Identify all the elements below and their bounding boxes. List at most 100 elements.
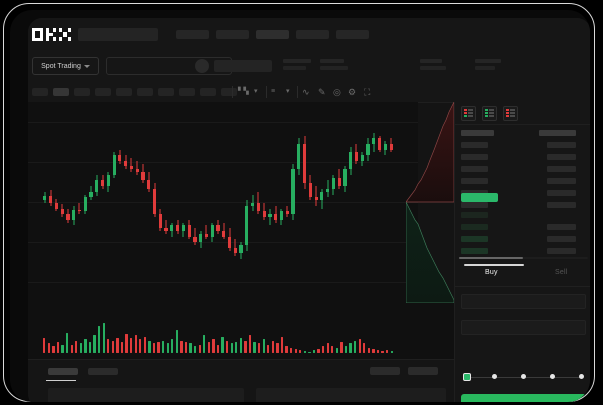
volume-bar: [294, 348, 297, 353]
orderbook-ask-row[interactable]: [461, 154, 488, 160]
volume-bar: [75, 340, 78, 353]
slider-handle[interactable]: [463, 373, 471, 381]
indicator-chevron-icon[interactable]: ▾: [286, 88, 290, 95]
trading-mode-select[interactable]: Spot Trading: [32, 57, 99, 75]
nav-item-5[interactable]: [336, 30, 369, 39]
timeframe-5[interactable]: [116, 88, 132, 96]
candle: [199, 102, 203, 303]
candle: [60, 102, 64, 303]
price-chart[interactable]: [28, 102, 418, 303]
candle-body: [164, 228, 168, 231]
timeframe-1[interactable]: [32, 88, 48, 96]
orderbook-buy-icon[interactable]: [482, 106, 497, 121]
candle-type-chevron-icon[interactable]: ▾: [254, 88, 258, 95]
orderbook-bid-row[interactable]: [461, 248, 488, 254]
timeframe-8[interactable]: [179, 88, 195, 96]
orderbook-ask-row[interactable]: [461, 142, 488, 148]
tab-sell[interactable]: Sell: [555, 269, 568, 276]
orderbook-both-icon[interactable]: [461, 106, 476, 121]
percent-slider[interactable]: [463, 373, 584, 381]
pair-name-placeholder: [214, 60, 272, 72]
nav-item-3[interactable]: [256, 30, 289, 39]
timeframe-7[interactable]: [158, 88, 174, 96]
orderbook-ask-row[interactable]: [547, 166, 576, 172]
candle: [112, 102, 116, 303]
orderbook-last-price-row[interactable]: [461, 193, 498, 202]
magnet-icon[interactable]: ◎: [333, 87, 341, 97]
pencil-icon[interactable]: ✎: [318, 87, 326, 97]
order-amount-field[interactable]: [461, 320, 586, 335]
candle-body: [77, 209, 82, 212]
volume-bar: [157, 342, 160, 353]
candle-body: [245, 205, 249, 245]
candle-type-icon[interactable]: ▘▚: [238, 88, 249, 95]
line-chart-icon[interactable]: ∿: [302, 87, 310, 97]
candle-body: [308, 183, 312, 198]
candle: [268, 102, 272, 303]
candle: [216, 102, 220, 303]
orderbook-bid-row[interactable]: [547, 236, 576, 242]
volume-bar: [139, 339, 142, 353]
nav-item-1[interactable]: [176, 30, 209, 39]
volume-bar: [308, 351, 311, 353]
timeframe-4[interactable]: [95, 88, 111, 96]
slider-node-75[interactable]: [550, 374, 555, 379]
volume-bar: [70, 344, 73, 353]
candle-body: [366, 144, 370, 156]
candle: [77, 102, 82, 303]
orderbook-scrollbar[interactable]: [459, 257, 588, 259]
fullscreen-icon[interactable]: ⛶: [364, 87, 371, 97]
depth-asks: [406, 102, 454, 203]
slider-node-50[interactable]: [521, 374, 526, 379]
candle: [331, 102, 335, 303]
candle: [181, 102, 185, 303]
candle-body: [320, 191, 324, 201]
volume-bar: [43, 338, 46, 353]
orderbook-bid-row[interactable]: [547, 248, 576, 254]
order-price-field[interactable]: [461, 294, 586, 309]
orderbook-ask-row[interactable]: [461, 166, 488, 172]
indicator-icon[interactable]: ≡: [271, 88, 276, 95]
orderbook-bid-row[interactable]: [461, 212, 488, 218]
candle-body: [66, 214, 70, 220]
candle: [297, 102, 301, 303]
nav-item-4[interactable]: [296, 30, 329, 39]
orders-tab-2[interactable]: [88, 368, 118, 375]
orderbook-bid-row[interactable]: [547, 224, 576, 230]
orderbook-ask-row[interactable]: [547, 142, 576, 148]
submit-buy-button[interactable]: [461, 394, 586, 402]
orders-action-2[interactable]: [408, 367, 438, 375]
candle: [147, 102, 151, 303]
volume-bar: [353, 340, 357, 353]
orders-action-1[interactable]: [370, 367, 400, 375]
timeframe-10[interactable]: [221, 88, 237, 96]
orderbook-ask-row[interactable]: [461, 178, 488, 184]
header-search-placeholder[interactable]: [78, 28, 158, 41]
orderbook-bid-row[interactable]: [461, 236, 488, 242]
candle-body: [187, 225, 191, 237]
okx-logo[interactable]: [32, 28, 72, 41]
orderbook-sell-icon[interactable]: [503, 106, 518, 121]
orderbook-ask-row[interactable]: [547, 154, 576, 160]
orders-tab-1[interactable]: [48, 368, 78, 375]
timeframe-3[interactable]: [74, 88, 90, 96]
orderbook-ask-row[interactable]: [547, 178, 576, 184]
orderbook-bid-row[interactable]: [461, 224, 488, 230]
orderbook-col-header-right: [539, 130, 576, 136]
candle-body: [204, 233, 209, 237]
timeframe-2[interactable]: [53, 88, 69, 96]
tab-buy[interactable]: Buy: [485, 269, 498, 276]
timeframe-9[interactable]: [200, 88, 216, 96]
slider-node-100[interactable]: [579, 374, 584, 379]
settings-icon[interactable]: ⚙: [348, 87, 357, 97]
volume-bar: [120, 342, 124, 353]
orderbook-ask-row[interactable]: [547, 202, 576, 208]
orderbook-ask-row[interactable]: [547, 190, 576, 196]
orderbook-ask-row[interactable]: [461, 202, 488, 208]
orders-tab-active-underline: [46, 380, 76, 381]
timeframe-6[interactable]: [137, 88, 153, 96]
nav-item-2[interactable]: [216, 30, 249, 39]
slider-node-25[interactable]: [492, 374, 497, 379]
chart-toolbar: ▘▚ ▾ ≡ ▾ ∿ ✎ ◎ ⚙ ⛶: [28, 82, 590, 103]
trade-form-tabs: Buy Sell: [455, 264, 590, 287]
